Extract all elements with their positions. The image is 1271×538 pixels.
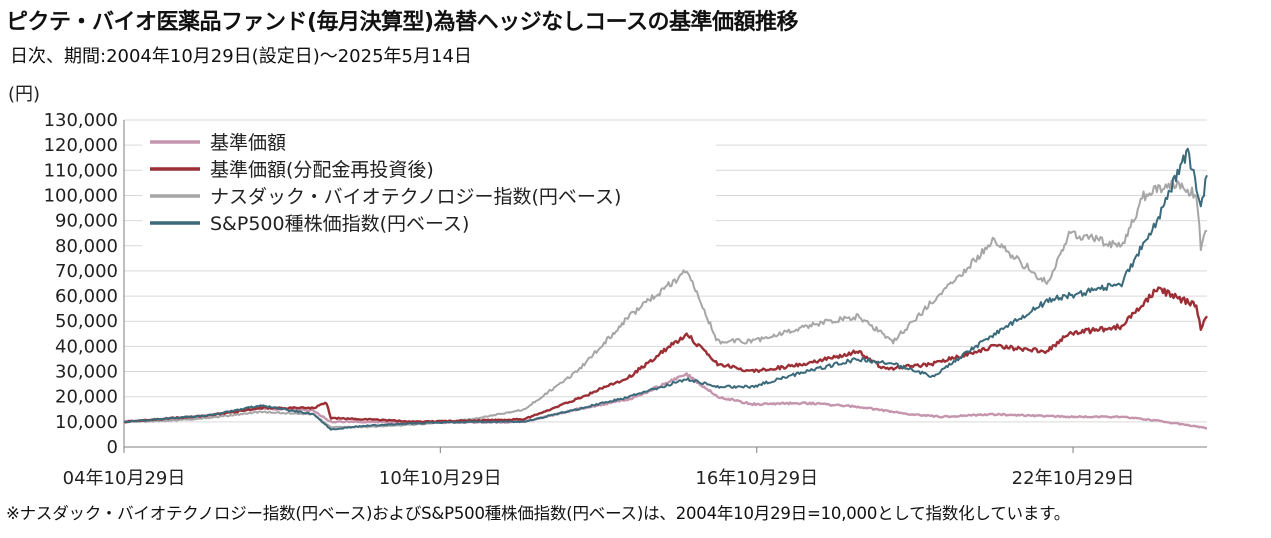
x-tick-label: 04年10月29日 [63, 468, 186, 489]
y-axis: (円) 0 10,000 20,000 30,000 40,000 50,000 60,000… [8, 84, 125, 458]
series-line-1 [123, 286, 1208, 424]
y-tick-label: 10,000 [55, 412, 118, 433]
series-line-3 [123, 147, 1208, 431]
y-tick-label: 30,000 [55, 362, 118, 383]
y-tick-label: 40,000 [55, 336, 118, 357]
y-axis-unit-label: (円) [8, 84, 40, 105]
chart-subtitle: 日次、期間:2004年10月29日(設定日)〜2025年5月14日 [10, 46, 472, 67]
y-tick-label: 80,000 [55, 236, 118, 257]
legend-label-2: ナスダック・バイオテクノロジー指数(円ベース) [210, 186, 621, 208]
x-tick-label: 16年10月29日 [695, 468, 818, 489]
y-tick-label: 50,000 [55, 311, 118, 332]
legend-box [142, 124, 716, 248]
y-tick-label: 70,000 [55, 261, 118, 282]
x-tick-label: 22年10月29日 [1012, 468, 1135, 489]
series-line-0 [123, 372, 1208, 430]
y-tick-label: 20,000 [55, 387, 118, 408]
x-tick-label: 10年10月29日 [379, 468, 502, 489]
y-tick-label: 120,000 [44, 135, 118, 156]
footnote: ※ナスダック・バイオテクノロジー指数(円ベース)およびS&P500種株価指数(円… [6, 504, 1071, 523]
chart-title: ピクテ・バイオ医薬品ファンド(毎月決算型)為替ヘッジなしコースの基準価額推移 [6, 10, 799, 35]
legend-label-0: 基準価額 [210, 132, 286, 154]
y-tick-label: 110,000 [44, 160, 118, 181]
legend-label-1: 基準価額(分配金再投資後) [210, 159, 434, 181]
y-tick-label: 90,000 [55, 211, 118, 232]
y-tick-label: 60,000 [55, 286, 118, 307]
x-axis: 04年10月29日 10年10月29日 16年10月29日 22年10月29日 [63, 446, 1207, 489]
y-tick-label: 130,000 [44, 110, 118, 131]
y-tick-label: 0 [107, 437, 118, 458]
legend-label-3: S&P500種株価指数(円ベース) [210, 213, 469, 235]
y-tick-label: 100,000 [44, 185, 118, 206]
series-lines [123, 147, 1208, 431]
